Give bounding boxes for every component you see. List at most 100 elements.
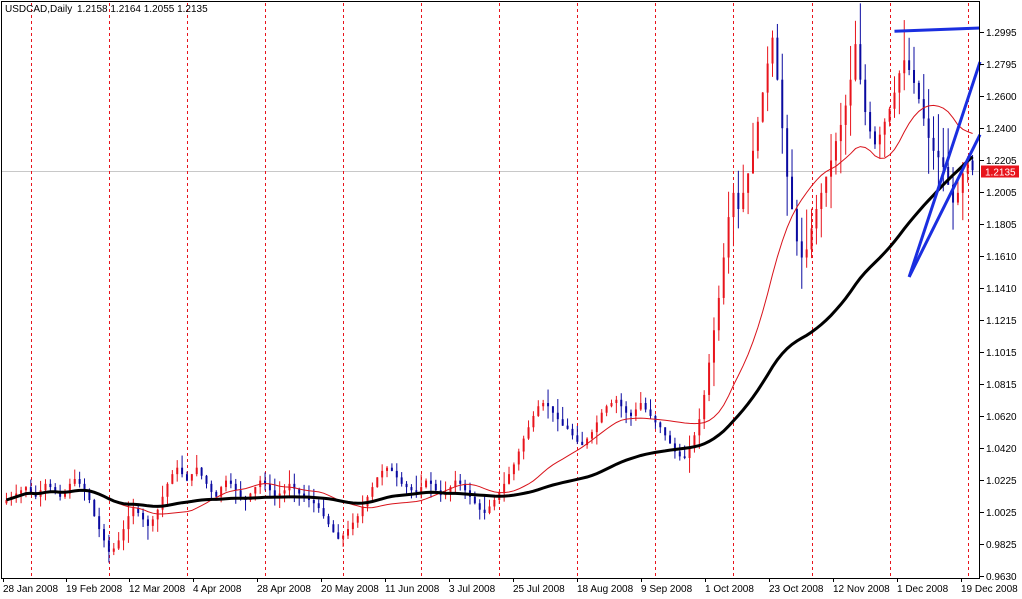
candle-body[interactable] <box>971 160 974 171</box>
candle-body[interactable] <box>156 509 159 520</box>
candle-body[interactable] <box>586 438 589 446</box>
candle-body[interactable] <box>561 419 564 426</box>
candle-body[interactable] <box>722 257 725 298</box>
candle-body[interactable] <box>615 399 618 404</box>
candle-body[interactable] <box>551 406 554 413</box>
trendline-lower-support[interactable] <box>907 133 982 278</box>
candle-body[interactable] <box>63 493 66 497</box>
candle-body[interactable] <box>922 99 925 119</box>
candle-body[interactable] <box>346 529 349 536</box>
candle-body[interactable] <box>942 157 945 167</box>
trendlines[interactable] <box>894 26 982 278</box>
candle-body[interactable] <box>878 134 881 145</box>
candle-body[interactable] <box>395 470 398 478</box>
candle-body[interactable] <box>161 496 164 510</box>
candle-body[interactable] <box>947 166 950 185</box>
candle-body[interactable] <box>595 422 598 433</box>
candle-body[interactable] <box>181 467 184 475</box>
candle-body[interactable] <box>400 477 403 484</box>
candle-body[interactable] <box>825 176 828 193</box>
candle-body[interactable] <box>503 483 506 492</box>
candle-body[interactable] <box>649 409 652 416</box>
candle-body[interactable] <box>449 487 452 492</box>
candle-body[interactable] <box>298 488 301 494</box>
candle-body[interactable] <box>225 480 228 488</box>
candle-body[interactable] <box>239 490 242 497</box>
candle-body[interactable] <box>54 487 57 492</box>
candle-body[interactable] <box>903 60 906 74</box>
candle-body[interactable] <box>415 490 418 492</box>
candle-body[interactable] <box>405 483 408 488</box>
candle-body[interactable] <box>122 529 125 541</box>
candle-body[interactable] <box>590 432 593 439</box>
candle-body[interactable] <box>98 516 101 530</box>
candle-body[interactable] <box>522 438 525 452</box>
candle-body[interactable] <box>756 121 759 151</box>
candle-body[interactable] <box>873 131 876 145</box>
candle-body[interactable] <box>542 403 545 407</box>
candle-body[interactable] <box>869 112 872 132</box>
candle-body[interactable] <box>693 435 696 449</box>
candle-body[interactable] <box>434 483 437 491</box>
candle-body[interactable] <box>176 467 179 475</box>
candle-body[interactable] <box>727 217 730 258</box>
candle-body[interactable] <box>712 330 715 363</box>
candle-body[interactable] <box>932 137 935 151</box>
candle-body[interactable] <box>625 406 628 413</box>
candle-body[interactable] <box>747 173 750 193</box>
candle-body[interactable] <box>742 192 745 210</box>
candle-body[interactable] <box>312 500 315 504</box>
candle-body[interactable] <box>683 456 686 458</box>
candle-body[interactable] <box>137 508 140 513</box>
candle-body[interactable] <box>795 209 798 242</box>
candle-body[interactable] <box>483 509 486 513</box>
candle-body[interactable] <box>537 406 540 416</box>
candle-body[interactable] <box>273 490 276 497</box>
candle-body[interactable] <box>127 516 130 530</box>
candle-body[interactable] <box>937 150 940 158</box>
candle-body[interactable] <box>376 477 379 488</box>
candle-body[interactable] <box>571 428 574 436</box>
candle-body[interactable] <box>361 506 364 517</box>
candle-body[interactable] <box>317 503 320 509</box>
candle-body[interactable] <box>88 490 91 501</box>
candle-body[interactable] <box>673 443 676 452</box>
candle-body[interactable] <box>142 512 145 520</box>
candle-body[interactable] <box>210 483 213 492</box>
candle-body[interactable] <box>15 493 18 497</box>
candle-body[interactable] <box>737 192 740 210</box>
candle-body[interactable] <box>952 184 955 203</box>
candle-body[interactable] <box>473 496 476 504</box>
candle-body[interactable] <box>786 128 789 177</box>
candle-body[interactable] <box>103 529 106 541</box>
candle-body[interactable] <box>493 500 496 507</box>
candle-body[interactable] <box>517 451 520 465</box>
candle-body[interactable] <box>927 118 930 138</box>
candle-body[interactable] <box>49 483 52 488</box>
candle-body[interactable] <box>420 487 423 492</box>
candle-body[interactable] <box>117 540 120 549</box>
candle-body[interactable] <box>908 60 911 70</box>
candle-body[interactable] <box>527 427 530 439</box>
candle-body[interactable] <box>512 464 515 475</box>
candle-body[interactable] <box>956 192 959 203</box>
candle-body[interactable] <box>600 412 603 423</box>
candle-body[interactable] <box>703 394 706 420</box>
candle-body[interactable] <box>659 422 662 428</box>
candle-body[interactable] <box>322 508 325 517</box>
candle-body[interactable] <box>630 412 633 416</box>
candle-body[interactable] <box>83 483 86 491</box>
candle-body[interactable] <box>190 474 193 481</box>
candle-body[interactable] <box>44 483 47 491</box>
candle-body[interactable] <box>195 467 198 475</box>
candle-body[interactable] <box>24 487 27 491</box>
candle-body[interactable] <box>669 435 672 444</box>
candle-body[interactable] <box>166 483 169 497</box>
candle-body[interactable] <box>464 483 467 491</box>
candle-body[interactable] <box>381 470 384 478</box>
candle-body[interactable] <box>488 506 491 513</box>
candle-body[interactable] <box>717 297 720 331</box>
candle-body[interactable] <box>268 483 271 491</box>
price-axis[interactable]: 1.2995 1.2795 1.2600 1.2400 1.2205 1.2005 1.18… <box>980 28 1017 583</box>
candle-body[interactable] <box>805 249 808 258</box>
